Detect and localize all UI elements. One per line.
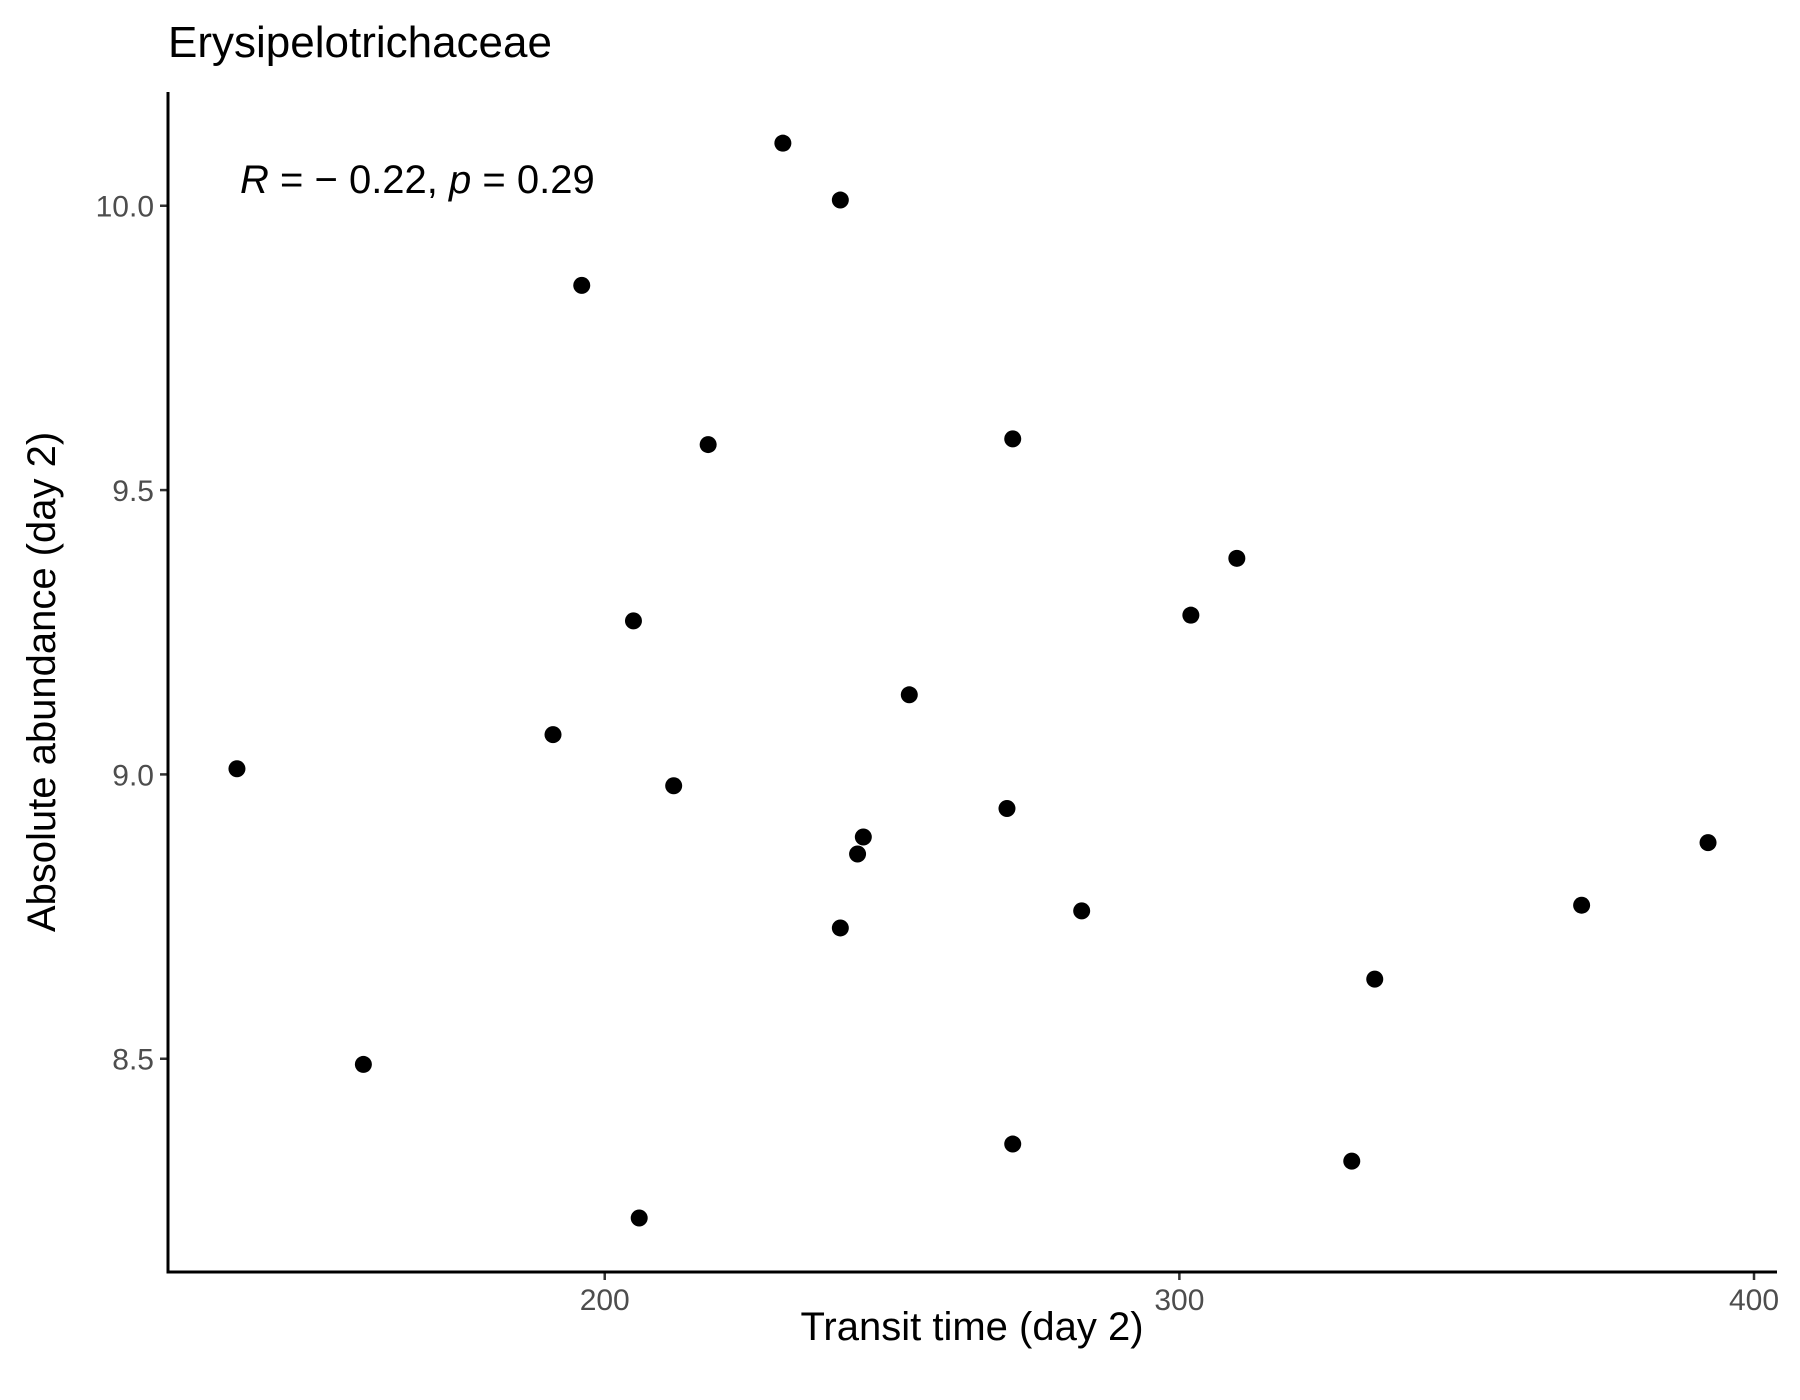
y-axis-title: Absolute abundance (day 2) — [20, 432, 64, 932]
r-value: = − 0.22, — [269, 158, 449, 202]
data-point — [900, 686, 918, 704]
data-point — [1573, 896, 1591, 914]
r-symbol: R — [240, 158, 269, 202]
data-point — [831, 919, 849, 937]
y-tick-label: 8.5 — [112, 1044, 154, 1077]
correlation-annotation: R = − 0.22, p = 0.29 — [240, 158, 595, 202]
data-point — [849, 845, 867, 863]
data-point — [1004, 430, 1022, 448]
p-symbol: p — [448, 158, 471, 202]
x-axis-title: Transit time (day 2) — [800, 1305, 1143, 1349]
x-tick-label: 300 — [1154, 1284, 1204, 1317]
data-point — [854, 828, 872, 846]
x-tick-label: 400 — [1729, 1284, 1779, 1317]
y-tick-label: 9.0 — [112, 759, 154, 792]
data-point — [1366, 970, 1384, 988]
data-point — [665, 777, 683, 795]
data-point — [573, 276, 591, 294]
data-point — [544, 726, 562, 744]
data-point — [1073, 902, 1091, 920]
data-point — [1343, 1152, 1361, 1170]
chart-title: Erysipelotrichaceae — [168, 18, 552, 67]
data-point — [1699, 834, 1717, 852]
data-point — [774, 134, 792, 152]
data-point — [1182, 606, 1200, 624]
y-tick-label: 9.5 — [112, 475, 154, 508]
data-point — [630, 1209, 648, 1227]
data-points — [228, 134, 1717, 1227]
p-value: = 0.29 — [471, 158, 594, 202]
data-point — [228, 760, 246, 778]
data-point — [354, 1055, 372, 1073]
data-point — [1004, 1135, 1022, 1153]
y-axis-ticks: 8.5 9.0 9.5 10.0 — [96, 191, 168, 1077]
data-point — [831, 191, 849, 209]
data-point — [1228, 549, 1246, 567]
x-axis-ticks: 200 300 400 — [580, 1272, 1779, 1317]
data-point — [998, 800, 1016, 818]
data-point — [624, 612, 642, 630]
x-tick-label: 200 — [580, 1284, 630, 1317]
y-tick-label: 10.0 — [96, 191, 154, 224]
data-point — [699, 436, 717, 454]
